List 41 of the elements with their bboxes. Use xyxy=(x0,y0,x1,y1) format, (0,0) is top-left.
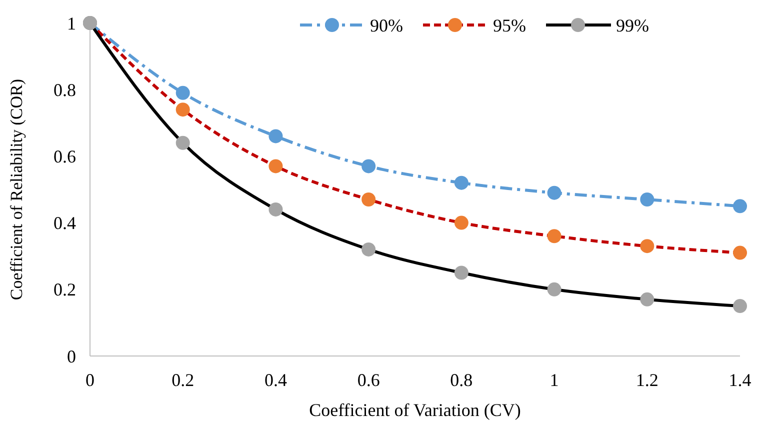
x-tick-label: 0.8 xyxy=(450,370,473,390)
x-tick-label: 1 xyxy=(550,370,559,390)
point xyxy=(362,192,376,206)
point xyxy=(83,16,97,30)
x-tick-label: 0.4 xyxy=(264,370,287,390)
point xyxy=(268,129,283,144)
legend-label: 95% xyxy=(493,15,526,36)
point xyxy=(640,239,654,254)
point xyxy=(547,282,562,296)
point xyxy=(176,136,190,150)
point xyxy=(547,186,562,200)
point xyxy=(176,86,190,100)
x-tick-label: 0.6 xyxy=(357,370,380,390)
y-tick-label: 0 xyxy=(67,346,76,366)
y-tick-label: 0.4 xyxy=(54,213,76,234)
y-tick-label: 1 xyxy=(67,13,76,34)
legend-label: 99% xyxy=(616,15,649,36)
point xyxy=(176,102,190,117)
y-axis-title: Coefficient of Reliability (COR) xyxy=(7,78,26,300)
point xyxy=(454,176,468,190)
point xyxy=(454,266,468,280)
point xyxy=(547,229,562,244)
point xyxy=(733,299,747,314)
point xyxy=(268,159,283,174)
x-tick-label: 1.2 xyxy=(636,370,658,390)
point xyxy=(640,292,654,306)
point xyxy=(733,246,747,260)
y-tick-label: 0.6 xyxy=(54,146,76,166)
y-tick-label: 0.2 xyxy=(54,280,76,300)
x-tick-label: 1.4 xyxy=(728,370,752,390)
point xyxy=(362,242,376,256)
point xyxy=(268,202,283,216)
x-tick-label: 0 xyxy=(86,370,94,390)
point xyxy=(733,199,747,214)
y-tick-label: 0.8 xyxy=(54,80,76,100)
x-tick-label: 0.2 xyxy=(172,370,194,390)
point xyxy=(362,159,376,174)
legend-label: 90% xyxy=(370,15,403,36)
x-axis-title: Coefficient of Variation (CV) xyxy=(309,400,521,420)
point xyxy=(640,192,654,206)
point xyxy=(454,216,468,230)
